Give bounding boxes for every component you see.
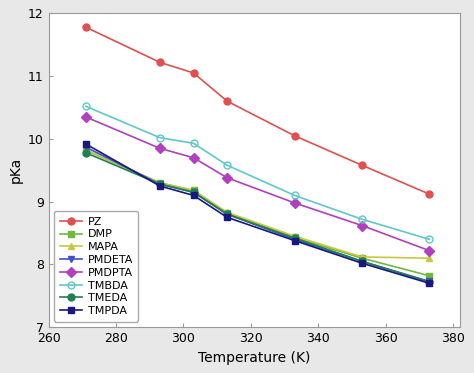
DMP bbox=[191, 188, 196, 192]
MAPA bbox=[224, 210, 230, 214]
MAPA bbox=[292, 234, 298, 238]
PZ bbox=[224, 99, 230, 103]
TMEDA bbox=[292, 236, 298, 240]
Line: PMDPTA: PMDPTA bbox=[82, 113, 433, 254]
MAPA bbox=[157, 181, 163, 185]
PZ bbox=[427, 192, 432, 197]
PMDETA bbox=[427, 279, 432, 283]
PZ bbox=[292, 134, 298, 138]
TMEDA bbox=[224, 212, 230, 216]
PZ bbox=[157, 60, 163, 65]
PMDETA bbox=[191, 190, 196, 194]
MAPA bbox=[83, 147, 89, 152]
Line: PZ: PZ bbox=[82, 23, 433, 198]
DMP bbox=[292, 235, 298, 240]
TMEDA bbox=[83, 150, 89, 155]
TMPDA bbox=[359, 261, 365, 266]
Line: TMEDA: TMEDA bbox=[82, 149, 433, 285]
TMEDA bbox=[359, 259, 365, 264]
TMPDA bbox=[191, 193, 196, 198]
Line: PMDETA: PMDETA bbox=[82, 144, 433, 285]
Line: DMP: DMP bbox=[82, 147, 433, 279]
TMPDA bbox=[157, 184, 163, 188]
TMBDA bbox=[292, 193, 298, 198]
MAPA bbox=[427, 256, 432, 260]
TMPDA bbox=[224, 215, 230, 220]
PMDETA bbox=[359, 259, 365, 264]
DMP bbox=[83, 148, 89, 153]
TMBDA bbox=[427, 237, 432, 242]
DMP bbox=[427, 273, 432, 278]
MAPA bbox=[359, 255, 365, 259]
DMP bbox=[359, 256, 365, 260]
PMDPTA bbox=[191, 156, 196, 160]
PMDPTA bbox=[292, 201, 298, 205]
Y-axis label: pKa: pKa bbox=[9, 157, 22, 184]
TMBDA bbox=[191, 141, 196, 145]
PMDPTA bbox=[157, 146, 163, 151]
PZ bbox=[83, 25, 89, 29]
X-axis label: Temperature (K): Temperature (K) bbox=[198, 351, 310, 365]
PMDETA bbox=[157, 182, 163, 186]
TMBDA bbox=[224, 163, 230, 167]
Line: TMPDA: TMPDA bbox=[82, 141, 433, 287]
TMBDA bbox=[83, 104, 89, 109]
PMDETA bbox=[224, 212, 230, 216]
TMBDA bbox=[359, 217, 365, 222]
DMP bbox=[224, 211, 230, 215]
PMDPTA bbox=[359, 223, 365, 228]
TMPDA bbox=[427, 281, 432, 286]
TMEDA bbox=[191, 190, 196, 194]
TMEDA bbox=[157, 182, 163, 186]
DMP bbox=[157, 181, 163, 185]
PZ bbox=[359, 163, 365, 167]
TMEDA bbox=[427, 280, 432, 284]
PMDPTA bbox=[83, 115, 89, 119]
Line: MAPA: MAPA bbox=[82, 146, 433, 262]
TMPDA bbox=[83, 142, 89, 146]
PMDETA bbox=[292, 237, 298, 242]
Line: TMBDA: TMBDA bbox=[82, 103, 433, 243]
Legend: PZ, DMP, MAPA, PMDETA, PMDPTA, TMBDA, TMEDA, TMPDA: PZ, DMP, MAPA, PMDETA, PMDPTA, TMBDA, TM… bbox=[54, 211, 138, 322]
PZ bbox=[191, 71, 196, 75]
TMPDA bbox=[292, 238, 298, 243]
PMDPTA bbox=[224, 176, 230, 180]
MAPA bbox=[191, 188, 196, 192]
PMDETA bbox=[83, 145, 89, 149]
TMBDA bbox=[157, 135, 163, 140]
PMDPTA bbox=[427, 248, 432, 253]
